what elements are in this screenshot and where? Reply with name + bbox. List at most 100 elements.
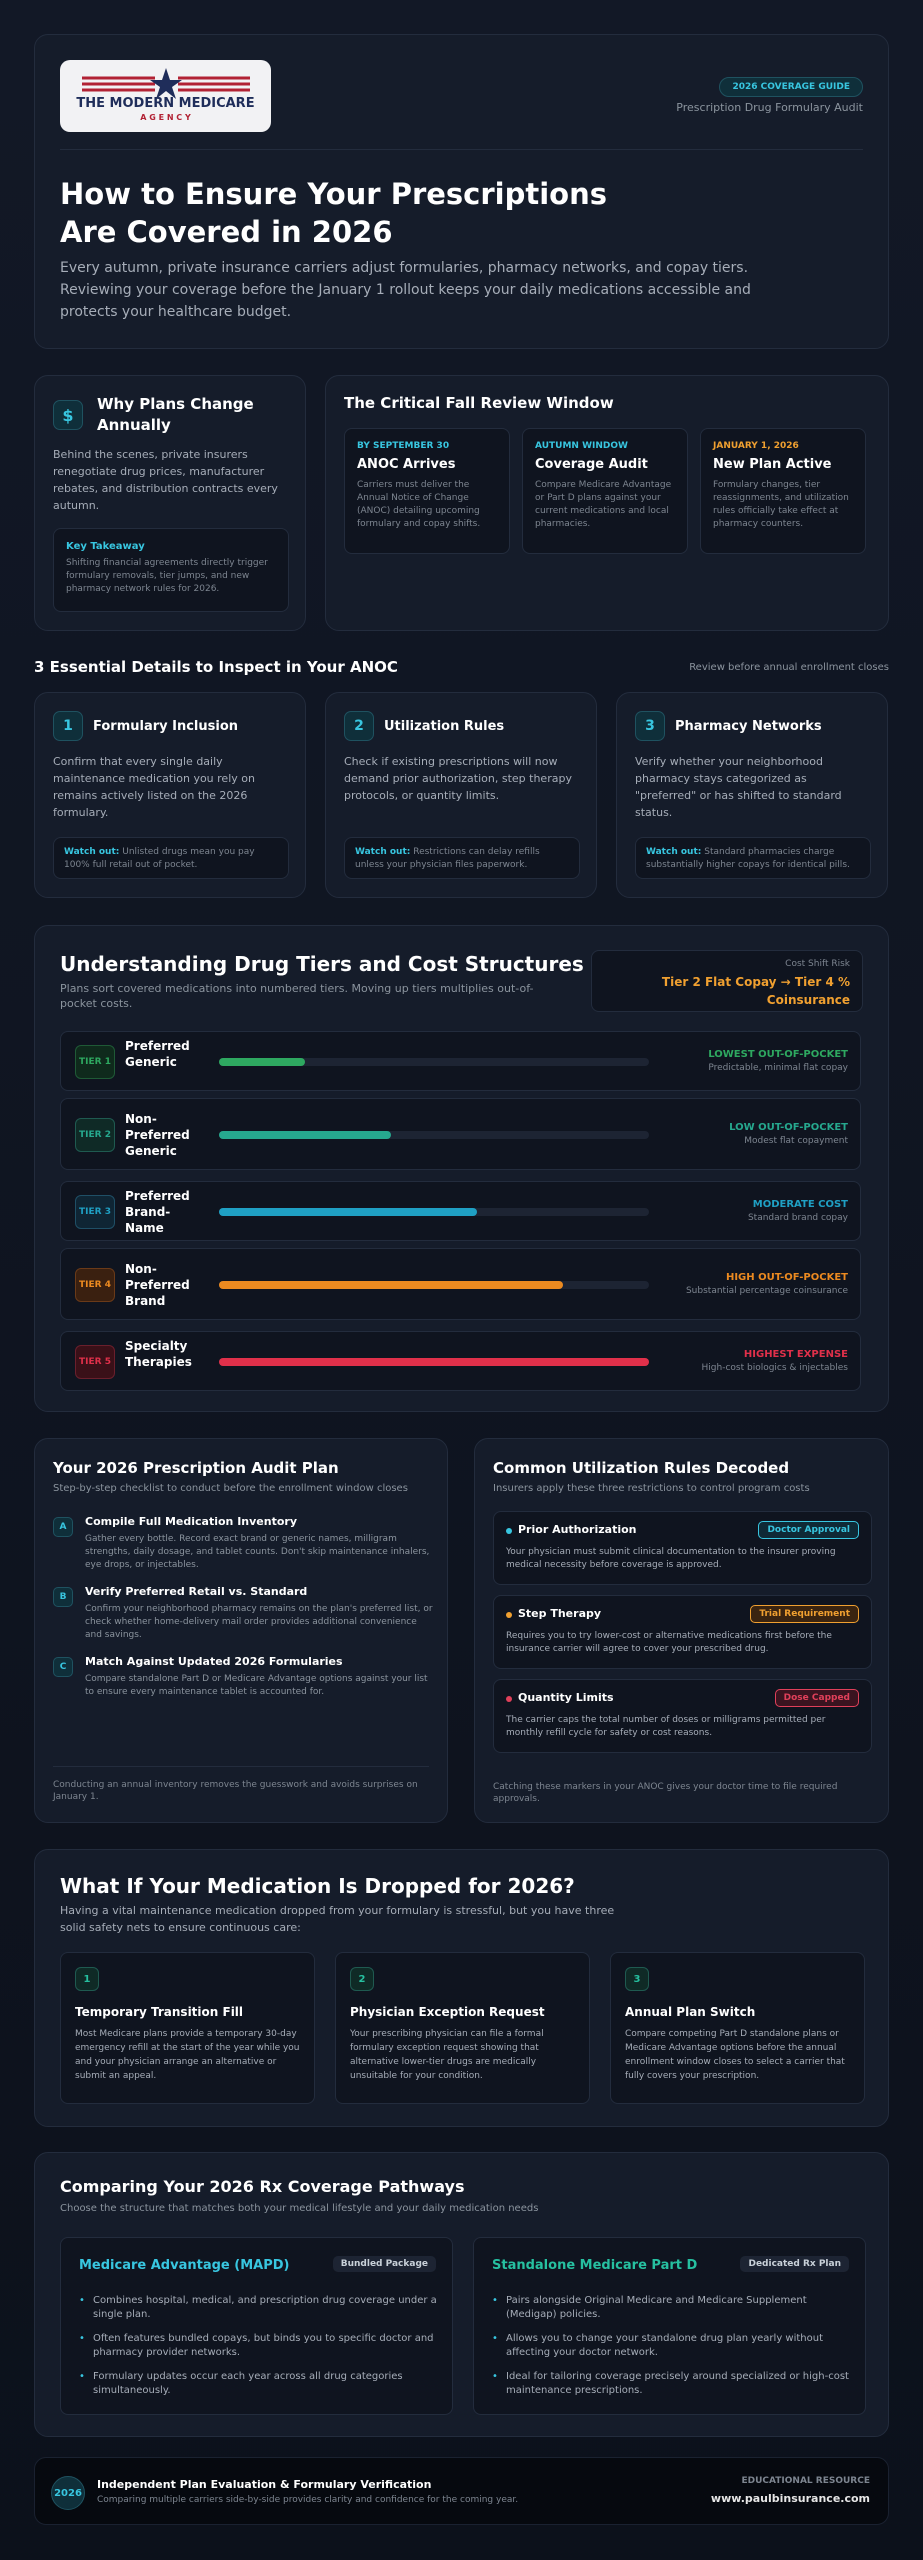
- window-title: The Critical Fall Review Window: [344, 394, 614, 412]
- compare-subtitle: Choose the structure that matches both y…: [60, 2203, 539, 2214]
- footer-title: Independent Plan Evaluation & Formulary …: [97, 2478, 432, 2491]
- pathway-bullet: Pairs alongside Original Medicare and Me…: [492, 2294, 852, 2322]
- audit-step-title: Verify Preferred Retail vs. Standard: [85, 1585, 308, 1598]
- watch-out-box: Watch out: Unlisted drugs mean you pay 1…: [53, 837, 289, 879]
- rule-dot-icon: [506, 1696, 512, 1702]
- window-step-title: New Plan Active: [713, 457, 832, 472]
- why-title: Why Plans Change Annually: [97, 395, 254, 434]
- tier-name: Non-Preferred Brand: [125, 1262, 190, 1308]
- audit-subtitle: Step-by-step checklist to conduct before…: [53, 1483, 408, 1494]
- footer-bar: 2026 Independent Plan Evaluation & Formu…: [34, 2457, 889, 2525]
- audit-title: Your 2026 Prescription Audit Plan: [53, 1459, 339, 1477]
- risk-label: Cost Shift Risk: [785, 959, 850, 969]
- essentials-note: Review before annual enrollment closes: [689, 662, 889, 673]
- year-badge: 2026: [51, 2476, 85, 2510]
- resource-label: EDUCATIONAL RESOURCE: [741, 2476, 870, 2486]
- window-step: BY SEPTEMBER 30 ANOC Arrives Carriers must…: [344, 428, 510, 554]
- tiers-card: Understanding Drug Tiers and Cost Struct…: [34, 925, 889, 1412]
- tier-row: TIER 2 Non-Preferred Generic LOW OUT-OF-PO…: [60, 1098, 861, 1170]
- tier-cost-bar: [219, 1131, 649, 1139]
- window-step-date: BY SEPTEMBER 30: [357, 441, 450, 451]
- agency-logo: THE MODERN MEDICARE A G E N C Y: [60, 60, 271, 132]
- tiers-subtitle: Plans sort covered medications into numb…: [60, 982, 534, 1010]
- essential-text: Verify whether your neighborhood pharmac…: [635, 755, 842, 819]
- why-body: Behind the scenes, private insurers rene…: [53, 448, 278, 512]
- takeaway-box: Key Takeaway Shifting financial agreemen…: [53, 528, 289, 612]
- safety-net-title: Annual Plan Switch: [625, 2005, 756, 2019]
- tier-name: Preferred Brand-Name: [125, 1189, 190, 1235]
- audit-step-letter: A: [53, 1517, 73, 1537]
- pathway-bullet: Often features bundled copays, but binds…: [79, 2332, 439, 2360]
- tier-row: TIER 4 Non-Preferred Brand HIGH OUT-OF-POC…: [60, 1248, 861, 1320]
- essential-card: 2 Utilization Rules Check if existing pres…: [325, 692, 597, 898]
- rule-tag: Dose Capped: [774, 1689, 859, 1707]
- pathway-bullet: Allows you to change your standalone dru…: [492, 2332, 852, 2360]
- rule-title: Quantity Limits: [518, 1691, 614, 1704]
- pathway-bullets: Combines hospital, medical, and prescrip…: [79, 2294, 439, 2408]
- rule-item: Prior Authorization Doctor Approval Your p…: [493, 1511, 872, 1585]
- tier-cost-label: MODERATE COST: [752, 1199, 848, 1210]
- watch-out-text: Standard pharmacies charge substantially…: [646, 847, 850, 870]
- compare-title: Comparing Your 2026 Rx Coverage Pathways: [60, 2177, 465, 2196]
- tier-badge: TIER 4: [75, 1268, 115, 1302]
- essential-number: 2: [344, 711, 374, 741]
- essential-title: Formulary Inclusion: [93, 719, 239, 734]
- rule-text: Your physician must submit clinical docu…: [506, 1547, 836, 1570]
- watch-out-text: Restrictions can delay refills unless yo…: [355, 847, 540, 870]
- audit-step-text: Gather every bottle. Record exact brand …: [85, 1534, 430, 1570]
- takeaway-text: Shifting financial agreements directly t…: [66, 558, 268, 594]
- logo-line1: THE MODERN MEDICARE: [76, 96, 255, 111]
- rule-title: Prior Authorization: [518, 1523, 637, 1536]
- tier-row: TIER 1 Preferred Generic LOWEST OUT-OF-POC…: [60, 1031, 861, 1091]
- tier-cost-bar: [219, 1358, 649, 1366]
- tier-row: TIER 3 Preferred Brand-Name MODERATE COST S…: [60, 1181, 861, 1241]
- window-step: AUTUMN WINDOW Coverage Audit Compare Medic…: [522, 428, 688, 554]
- window-step-text: Compare Medicare Advantage or Part D pla…: [535, 480, 672, 529]
- pathway-bullet: Ideal for tailoring coverage precisely a…: [492, 2370, 852, 2398]
- pathway-title: Standalone Medicare Part D: [492, 2258, 698, 2273]
- pathway-column: Standalone Medicare Part D Dedicated Rx P…: [473, 2237, 866, 2415]
- tier-cost-bar-fill: [219, 1131, 391, 1139]
- watch-out-box: Watch out: Restrictions can delay refill…: [344, 837, 580, 879]
- why-card: $ Why Plans Change Annually Behind the s…: [34, 375, 306, 631]
- rules-footer: Catching these markers in your ANOC give…: [493, 1782, 838, 1804]
- tier-cost-label: LOWEST OUT-OF-POCKET: [708, 1049, 848, 1060]
- footer-url[interactable]: www.paulbinsurance.com: [710, 2492, 870, 2505]
- tier-cost-desc: Predictable, minimal flat copay: [708, 1063, 848, 1073]
- tier-cost-label: HIGHEST EXPENSE: [743, 1349, 848, 1360]
- essential-title: Utilization Rules: [384, 719, 505, 734]
- tier-name: Non-Preferred Generic: [125, 1112, 190, 1158]
- rule-text: Requires you to try lower-cost or altern…: [506, 1631, 832, 1654]
- audit-step-title: Match Against Updated 2026 Formularies: [85, 1655, 343, 1668]
- dropped-subtitle: Having a vital maintenance medication dr…: [60, 1904, 615, 1934]
- safety-net-title: Temporary Transition Fill: [75, 2005, 244, 2019]
- tier-cost-bar: [219, 1208, 649, 1216]
- tier-cost: HIGHEST EXPENSE High-cost biologics & inj…: [702, 1349, 848, 1373]
- rules-subtitle: Insurers apply these three restrictions …: [493, 1483, 810, 1494]
- safety-net-card: 2 Physician Exception Request Your prescri…: [335, 1952, 590, 2104]
- hero-intro: Every autumn, private insurance carriers…: [60, 260, 751, 320]
- window-card: The Critical Fall Review Window BY SEPTE…: [325, 375, 889, 631]
- window-step-date: AUTUMN WINDOW: [535, 441, 628, 451]
- essential-number: 1: [53, 711, 83, 741]
- tier-cost-bar: [219, 1058, 649, 1066]
- rule-item: Step Therapy Trial Requirement Requires yo…: [493, 1595, 872, 1669]
- rule-text: The carrier caps the total number of dos…: [506, 1715, 826, 1738]
- essential-text: Confirm that every single daily maintena…: [53, 755, 255, 819]
- rule-tag: Trial Requirement: [750, 1605, 859, 1623]
- window-step-text: Formulary changes, tier reassignments, a…: [713, 480, 849, 529]
- rule-item: Quantity Limits Dose Capped The carrier ca…: [493, 1679, 872, 1753]
- audit-footer: Conducting an annual inventory removes t…: [53, 1780, 418, 1802]
- audit-divider: [53, 1766, 429, 1767]
- window-step-date: JANUARY 1, 2026: [713, 441, 799, 451]
- watch-out-text: Unlisted drugs mean you pay 100% full re…: [64, 847, 255, 870]
- watch-out-box: Watch out: Standard pharmacies charge su…: [635, 837, 871, 879]
- risk-text: Tier 2 Flat Copay → Tier 4 % Coinsurance: [661, 975, 850, 1007]
- pathway-tag: Dedicated Rx Plan: [740, 2256, 849, 2272]
- dropped-card: What If Your Medication Is Dropped for 2…: [34, 1849, 889, 2127]
- tier-cost: LOW OUT-OF-POCKET Modest flat copayment: [729, 1122, 848, 1146]
- audit-card: Your 2026 Prescription Audit Plan Step-b…: [34, 1438, 448, 1823]
- tier-cost: LOWEST OUT-OF-POCKET Predictable, minimal…: [708, 1049, 848, 1073]
- pathway-tag: Bundled Package: [332, 2256, 436, 2272]
